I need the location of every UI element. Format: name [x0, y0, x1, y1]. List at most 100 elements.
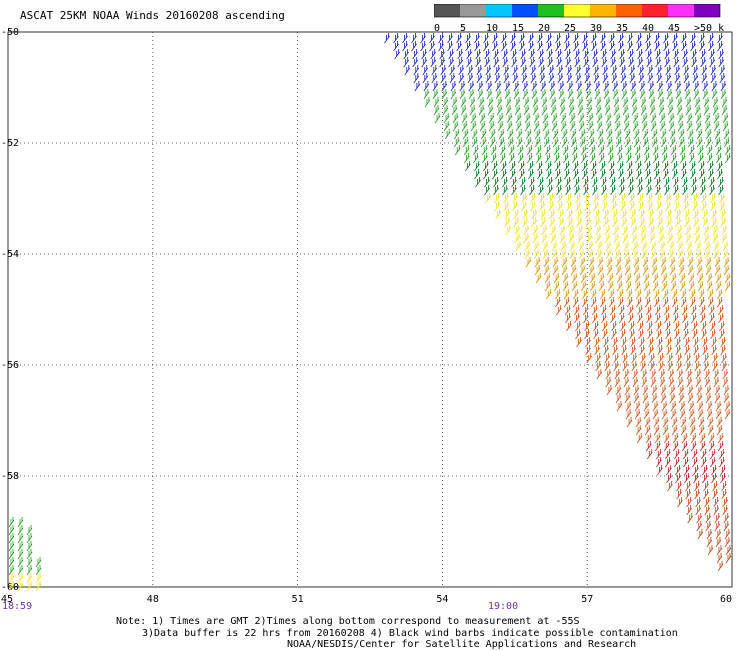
wind-barb [694, 361, 701, 372]
wind-barb [403, 49, 409, 60]
wind-barb [448, 57, 455, 68]
wind-barb [453, 137, 460, 148]
wind-barb [686, 241, 693, 252]
wind-barb [647, 201, 653, 212]
wind-barb [432, 81, 439, 92]
wind-barb [602, 65, 609, 76]
wind-barb [559, 105, 566, 116]
wind-barb [575, 73, 582, 84]
wind-barb [480, 137, 487, 148]
wind-barb [615, 257, 622, 268]
wind-barb [556, 185, 562, 196]
wind-barb [662, 417, 669, 428]
wind-barb [576, 337, 582, 348]
wind-barb [509, 153, 515, 164]
wind-barb [580, 281, 587, 292]
wind-barb [673, 57, 680, 68]
wind-barb [623, 249, 630, 260]
wind-barb [605, 249, 612, 260]
wind-barb [688, 273, 695, 284]
wind-barb [659, 121, 666, 132]
wind-barb [677, 369, 684, 380]
wind-barb [637, 313, 643, 324]
wind-barb [687, 385, 694, 396]
wind-barb [533, 121, 540, 132]
wind-barb [705, 393, 712, 404]
wind-barb [533, 241, 540, 252]
wind-barb [707, 425, 714, 436]
wind-barb [472, 145, 479, 156]
wind-barb [528, 33, 534, 44]
wind-barb [26, 533, 33, 544]
wind-barb [618, 161, 624, 172]
wind-barb [609, 41, 615, 52]
wind-barb [628, 57, 635, 68]
wind-barb [617, 153, 623, 164]
wind-barb [439, 49, 445, 60]
wind-barb [708, 433, 715, 444]
wind-barb [583, 313, 589, 324]
wind-barb [474, 161, 480, 172]
wind-barb [716, 153, 722, 164]
wind-barb [670, 145, 677, 156]
wind-barb [565, 313, 571, 324]
wind-barb [532, 105, 539, 116]
wind-barb [689, 417, 696, 428]
wind-barb [684, 89, 691, 100]
wind-barb [683, 65, 690, 76]
wind-barb [639, 337, 645, 348]
wind-barb [592, 49, 598, 60]
wind-barb [414, 81, 421, 92]
wind-barb [17, 557, 24, 568]
wind-barb [582, 169, 588, 180]
wind-barb [484, 177, 490, 188]
wind-barb [525, 129, 532, 140]
wind-barb [605, 377, 612, 388]
latitude-label: -56 [1, 360, 19, 371]
wind-barb [710, 457, 716, 468]
wind-barb [640, 105, 647, 116]
wind-barb [718, 449, 725, 460]
wind-barb [559, 225, 566, 236]
wind-barb [503, 193, 509, 204]
wind-barb [683, 329, 689, 340]
wind-barb [483, 169, 489, 180]
wind-barb [661, 273, 668, 284]
wind-barb [605, 241, 612, 252]
wind-barb [596, 249, 603, 260]
wind-barb [637, 305, 643, 316]
wind-barb [525, 137, 532, 148]
wind-barb [651, 257, 658, 268]
wind-barb [608, 153, 614, 164]
wind-barb [605, 369, 612, 380]
wind-barb [542, 241, 549, 252]
wind-barb [711, 473, 717, 484]
wind-barb [664, 57, 671, 68]
wind-barb [524, 113, 531, 124]
wind-barb [510, 33, 516, 44]
wind-barb [505, 97, 512, 108]
wind-barb [645, 169, 651, 180]
wind-barb [507, 137, 514, 148]
wind-barb [680, 289, 687, 300]
wind-barb [700, 305, 706, 316]
wind-barb [662, 289, 669, 300]
wind-barb [713, 369, 720, 380]
wind-barb [541, 233, 548, 244]
wind-barb [550, 225, 557, 236]
wind-barb [617, 289, 624, 300]
wind-barb [674, 321, 680, 332]
wind-barb [695, 249, 702, 260]
wind-barb [725, 545, 732, 556]
wind-barb [438, 41, 444, 52]
wind-barb [520, 57, 527, 68]
wind-barb [591, 161, 597, 172]
wind-barb [676, 225, 683, 236]
wind-barb [702, 473, 708, 484]
wind-barb [610, 313, 616, 324]
wind-barb [615, 385, 622, 396]
wind-barb [516, 137, 523, 148]
wind-barb [644, 297, 651, 308]
wind-barb [574, 313, 580, 324]
wind-barb [565, 57, 572, 68]
